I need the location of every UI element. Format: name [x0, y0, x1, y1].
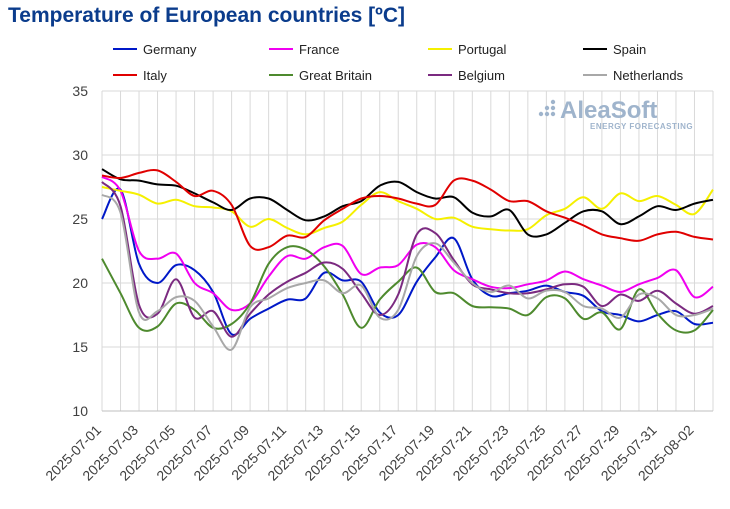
series-line-portugal	[101, 186, 714, 236]
logo-tagline: ENERGY FORECASTING	[590, 122, 693, 131]
logo: AleaSoft ENERGY FORECASTING	[538, 97, 693, 131]
chart-title: Temperature of European countries [ºC]	[8, 4, 406, 27]
legend-label: France	[299, 42, 339, 57]
legend: Germany France Portugal Spain Italy Great Bri…	[113, 42, 684, 83]
y-tick-label: 15	[72, 339, 88, 355]
legend-label: Germany	[143, 42, 197, 57]
series-line-spain	[101, 168, 714, 238]
y-tick-label: 25	[72, 211, 88, 227]
logo-dots-icon	[538, 99, 556, 117]
y-tick-label: 35	[72, 83, 88, 99]
legend-label: Great Britain	[299, 68, 372, 83]
y-tick-label: 30	[72, 147, 88, 163]
series-line-italy	[101, 168, 714, 251]
legend-label: Belgium	[458, 68, 505, 83]
series-line-france	[101, 175, 714, 312]
logo-text: AleaSoft	[560, 97, 657, 124]
series-line-belgium	[101, 181, 714, 338]
series-line-netherlands	[101, 193, 714, 351]
legend-label: Netherlands	[613, 68, 684, 83]
series-line-great-britain	[101, 245, 714, 334]
y-tick-label: 20	[72, 275, 88, 291]
y-tick-label: 10	[72, 403, 88, 419]
legend-label: Spain	[613, 42, 646, 57]
grid	[101, 90, 714, 412]
legend-label: Portugal	[458, 42, 507, 57]
series-lines	[101, 168, 714, 351]
legend-label: Italy	[143, 68, 167, 83]
